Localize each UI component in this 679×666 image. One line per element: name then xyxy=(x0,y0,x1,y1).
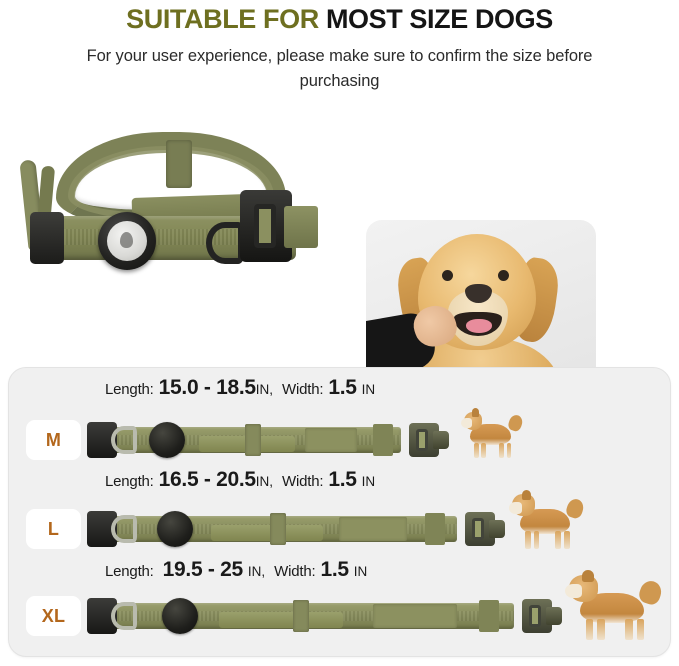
dog-snout-xl xyxy=(565,584,582,599)
length-value-l: 16.5 - 20.5 xyxy=(158,468,256,491)
dog-leg-l-1 xyxy=(525,531,531,550)
page-title-highlight: SUITABLE FOR xyxy=(126,4,319,34)
length-unit-m: IN, xyxy=(255,382,274,397)
width-value-m: 1.5 xyxy=(328,376,357,399)
collar-buckle-tail-webbing xyxy=(284,206,318,248)
strap-keeper-xl xyxy=(293,600,309,632)
width-unit-xl: IN xyxy=(353,564,368,579)
strap-d-ring-m xyxy=(111,426,137,454)
strap-velcro-patch-l xyxy=(339,517,407,541)
strap-buckle-tip-xl xyxy=(546,607,562,625)
dog-leg-l-2 xyxy=(533,531,540,550)
strap-buckle-tip-m xyxy=(433,431,449,449)
length-unit-l: IN, xyxy=(255,474,274,489)
page-title-rest: MOST SIZE DOGS xyxy=(325,4,553,34)
size-row-m: Length: 15.0 - 18.5IN, Width: 1.5 IN M xyxy=(9,372,672,464)
buckle-slot xyxy=(254,204,276,248)
dog-leg-m-2 xyxy=(481,442,487,458)
length-label-m: Length: xyxy=(105,381,154,398)
strap-keeper-2-xl xyxy=(479,600,499,632)
dog-leg-m-1 xyxy=(474,442,479,458)
strap-keeper-2-l xyxy=(425,513,445,545)
collar-keeper-loop xyxy=(166,140,192,188)
length-label-l: Length: xyxy=(105,473,154,490)
dog-leg-l-3 xyxy=(555,531,561,550)
dog-leg-xl-1 xyxy=(585,619,594,641)
length-unit-xl: IN, xyxy=(247,564,266,579)
page-subtitle: For your user experience, please make su… xyxy=(86,47,593,90)
width-unit-m: IN xyxy=(361,382,376,397)
size-dimensions-m: Length: 15.0 - 18.5IN, Width: 1.5 IN xyxy=(105,376,375,400)
strap-adjust-slack-l xyxy=(211,525,323,541)
dog-ear-m xyxy=(471,407,480,417)
strap-d-ring-l xyxy=(111,515,137,543)
collar-quick-release-buckle xyxy=(240,190,292,262)
dog-tongue xyxy=(466,319,492,333)
collar-end-cap xyxy=(30,212,64,264)
dog-leg-xl-4 xyxy=(636,619,645,641)
dog-ear-l xyxy=(521,489,532,501)
collar-strap-xl xyxy=(87,598,562,634)
strap-velcro-patch-m xyxy=(305,428,357,452)
strap-buckle-slot-m xyxy=(416,429,428,451)
dog-snout-m xyxy=(461,417,472,428)
dog-snout-l xyxy=(509,501,522,514)
dog-leg-xl-3 xyxy=(625,619,633,641)
collar-d-ring xyxy=(206,222,244,264)
collar-strap-m xyxy=(87,422,449,458)
collar-product-photo xyxy=(8,126,338,341)
dog-leg-xl-2 xyxy=(597,619,605,641)
length-value-m: 15.0 - 18.5 xyxy=(158,376,256,399)
width-unit-l: IN xyxy=(361,474,376,489)
dog-left-eye xyxy=(442,270,453,281)
airtag-holder-icon-m xyxy=(149,422,185,458)
dog-body-m xyxy=(470,424,512,446)
width-value-l: 1.5 xyxy=(328,468,357,491)
dog-nose xyxy=(465,284,492,303)
width-label-xl: Width: xyxy=(274,563,316,580)
page-title: SUITABLE FOR MOST SIZE DOGS xyxy=(0,4,679,34)
dog-leg-m-4 xyxy=(506,442,512,458)
length-label-xl: Length: xyxy=(105,563,154,580)
strap-buckle-slot-xl xyxy=(529,605,541,627)
airtag-holder-icon-l xyxy=(157,511,193,547)
strap-keeper-l xyxy=(270,513,286,545)
dog-ear-xl xyxy=(581,570,595,583)
strap-keeper-2-m xyxy=(373,424,393,456)
length-value-xl: 19.5 - 25 xyxy=(162,558,244,581)
dog-size-illustration-m xyxy=(461,398,527,460)
size-badge-m[interactable]: M xyxy=(26,420,81,460)
strap-adjust-slack-xl xyxy=(219,612,343,628)
size-row-l: Length: 16.5 - 20.5IN, Width: 1.5 IN L xyxy=(9,464,672,556)
dog-right-eye xyxy=(498,270,509,281)
width-label-m: Width: xyxy=(282,381,324,398)
strap-buckle-slot-l xyxy=(472,518,484,540)
strap-velcro-patch-xl xyxy=(373,604,457,628)
airtag-holder-icon-xl xyxy=(162,598,198,634)
strap-buckle-tip-l xyxy=(489,520,505,538)
strap-keeper-m xyxy=(245,424,261,456)
dog-leg-l-4 xyxy=(564,531,570,550)
hero-image-row xyxy=(0,108,679,442)
dog-size-illustration-l xyxy=(509,478,589,552)
header: SUITABLE FOR MOST SIZE DOGS For your use… xyxy=(0,0,679,94)
size-badge-xl[interactable]: XL xyxy=(26,596,81,636)
dog-leg-m-3 xyxy=(499,442,504,458)
airtag-holder-icon xyxy=(98,212,156,270)
size-dimensions-xl: Length: 19.5 - 25 IN, Width: 1.5 IN xyxy=(105,558,367,582)
size-badge-l[interactable]: L xyxy=(26,509,81,549)
strap-buckle-l xyxy=(465,512,495,546)
strap-d-ring-xl xyxy=(111,602,137,630)
dog-size-illustration-xl xyxy=(565,556,669,644)
size-chart-card: Length: 15.0 - 18.5IN, Width: 1.5 IN M xyxy=(8,367,671,657)
width-value-xl: 1.5 xyxy=(320,558,349,581)
collar-strap-l xyxy=(87,511,505,547)
size-row-xl: Length: 19.5 - 25 IN, Width: 1.5 IN XL xyxy=(9,554,672,646)
width-label-l: Width: xyxy=(282,473,324,490)
size-dimensions-l: Length: 16.5 - 20.5IN, Width: 1.5 IN xyxy=(105,468,375,492)
